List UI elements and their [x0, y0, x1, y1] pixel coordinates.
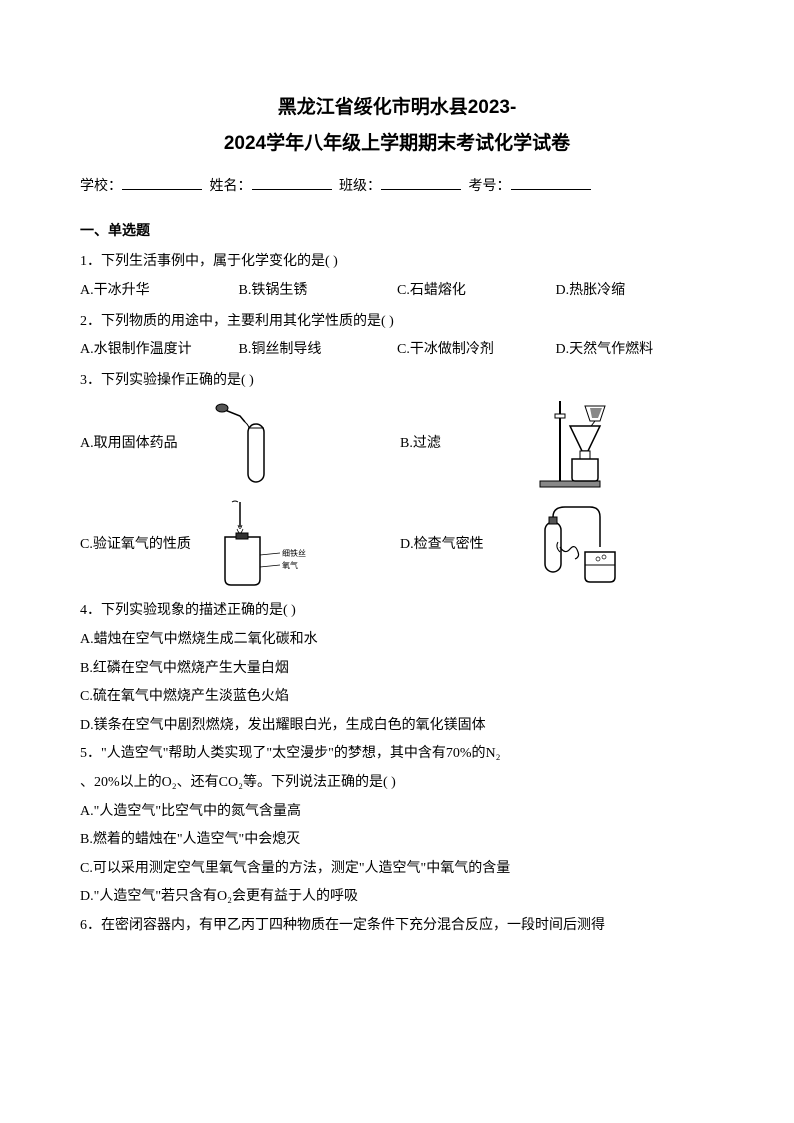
title-line-1: 黑龙江省绥化市明水县2023-	[80, 90, 714, 126]
q5-co2: CO₂	[219, 775, 243, 790]
q4-opt-c: C.硫在氧气中燃烧产生淡蓝色火焰	[80, 684, 714, 711]
q4-opt-b: B.红磷在空气中燃烧产生大量白烟	[80, 656, 714, 683]
label-school: 学校：	[80, 179, 122, 194]
label-class: 班级：	[339, 179, 381, 194]
section-head-1: 一、单选题	[80, 219, 714, 246]
q3-opt-d: D.检查气密性	[400, 532, 530, 559]
q5-opt-c: C.可以采用测定空气里氧气含量的方法，测定"人造空气"中氧气的含量	[80, 856, 714, 883]
q5-n2: N₂	[486, 746, 501, 761]
q5-d-post: 会更有益于人的呼吸	[232, 889, 358, 904]
title-line-2: 2024学年八年级上学期期末考试化学试卷	[80, 126, 714, 162]
label-name: 姓名：	[210, 179, 252, 194]
q3-opt-b: B.过滤	[400, 431, 530, 458]
q3-opt-c: C.验证氧气的性质	[80, 532, 210, 559]
q5-d-pre: D."人造空气"若只含有	[80, 889, 217, 904]
q2-options: A.水银制作温度计 B.铜丝制导线 C.干冰做制冷剂 D.天然气作燃料	[80, 337, 714, 364]
q1-opt-b: B.铁锅生锈	[239, 278, 398, 305]
q1-opt-a: A.干冰升华	[80, 278, 239, 305]
q2-opt-a: A.水银制作温度计	[80, 337, 239, 364]
q5-opt-d: D."人造空气"若只含有O₂会更有益于人的呼吸	[80, 884, 714, 911]
q5-o2: O₂	[162, 775, 177, 790]
q1-options: A.干冰升华 B.铁锅生锈 C.石蜡熔化 D.热胀冷缩	[80, 278, 714, 305]
q5-stem-cont: 、20%以上的O₂、还有CO₂等。下列说法正确的是( )	[80, 770, 714, 797]
q2-stem: 2．下列物质的用途中，主要利用其化学性质的是( )	[80, 309, 714, 336]
q6-stem: 6．在密闭容器内，有甲乙丙丁四种物质在一定条件下充分混合反应，一段时间后测得	[80, 913, 714, 940]
q3-row-ab: A.取用固体药品 B.过滤	[80, 396, 714, 491]
svg-text:细铁丝: 细铁丝	[282, 548, 306, 558]
q5-stem-p1: 5．"人造空气"帮助人类实现了"太空漫步"的梦想，其中含有70%的	[80, 746, 486, 761]
blank-class[interactable]	[381, 174, 461, 190]
q3-diagram-a	[210, 396, 320, 491]
q3-stem: 3．下列实验操作正确的是( )	[80, 368, 714, 395]
q3-diagram-d	[530, 497, 640, 592]
svg-text:氧气: 氧气	[282, 560, 298, 570]
title-block: 黑龙江省绥化市明水县2023- 2024学年八年级上学期期末考试化学试卷	[80, 90, 714, 162]
q1-stem: 1．下列生活事例中，属于化学变化的是( )	[80, 249, 714, 276]
q3-diagram-b	[530, 396, 640, 491]
blank-name[interactable]	[252, 174, 332, 190]
q5-stem-p3: 、还有	[177, 775, 219, 790]
q5-stem: 5．"人造空气"帮助人类实现了"太空漫步"的梦想，其中含有70%的N₂	[80, 741, 714, 768]
q5-stem-p2: 、20%以上的	[80, 775, 162, 790]
q3-opt-a: A.取用固体药品	[80, 431, 210, 458]
q2-opt-d: D.天然气作燃料	[556, 337, 715, 364]
q4-opt-a: A.蜡烛在空气中燃烧生成二氧化碳和水	[80, 627, 714, 654]
label-id: 考号：	[469, 179, 511, 194]
q2-opt-b: B.铜丝制导线	[239, 337, 398, 364]
q4-opt-d: D.镁条在空气中剧烈燃烧，发出耀眼白光，生成白色的氧化镁固体	[80, 713, 714, 740]
q5-opt-a: A."人造空气"比空气中的氮气含量高	[80, 799, 714, 826]
q5-opt-b: B.燃着的蜡烛在"人造空气"中会熄灭	[80, 827, 714, 854]
q4-stem: 4．下列实验现象的描述正确的是( )	[80, 598, 714, 625]
q3-row-cd: C.验证氧气的性质 细铁丝 氧气 D.检查气密性	[80, 497, 714, 592]
q1-opt-d: D.热胀冷缩	[556, 278, 715, 305]
q5-d-o2: O₂	[217, 889, 232, 904]
q1-opt-c: C.石蜡熔化	[397, 278, 556, 305]
blank-id[interactable]	[511, 174, 591, 190]
blank-school[interactable]	[122, 174, 202, 190]
q3-diagram-c: 细铁丝 氧气	[210, 497, 320, 592]
q5-stem-p4: 等。下列说法正确的是( )	[243, 775, 396, 790]
info-row: 学校： 姓名： 班级： 考号：	[80, 174, 714, 201]
q2-opt-c: C.干冰做制冷剂	[397, 337, 556, 364]
